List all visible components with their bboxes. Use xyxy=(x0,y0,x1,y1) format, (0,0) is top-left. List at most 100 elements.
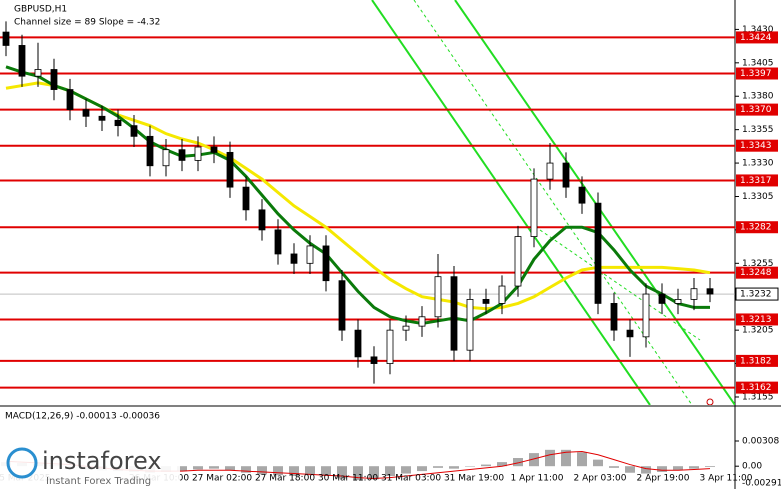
macd-tick-label: 0.00 xyxy=(742,462,762,472)
logo-icon xyxy=(6,447,38,479)
macd-tick-label: 0.00308 xyxy=(742,437,779,447)
candle-body xyxy=(322,245,330,282)
x-tick-label: 31 Mar 03:00 xyxy=(381,474,441,484)
candle-body xyxy=(594,202,602,304)
candle-body xyxy=(178,149,186,161)
level-label-box xyxy=(736,266,778,279)
macd-bar xyxy=(705,466,715,468)
candle-body xyxy=(514,236,522,287)
macd-bar xyxy=(401,466,411,474)
macd-bar xyxy=(369,466,379,480)
macd-bar xyxy=(353,466,363,481)
candle-body xyxy=(690,288,698,300)
logo-name: instaforex xyxy=(42,447,162,475)
level-label-box xyxy=(736,139,778,152)
logo-tagline: Instant Forex Trading xyxy=(46,476,151,487)
y-tick-label: 1.3205 xyxy=(742,326,774,336)
level-label: 1.3424 xyxy=(740,33,772,43)
candle-body xyxy=(274,229,282,255)
marker xyxy=(706,398,714,405)
x-tick-label: 2 Apr 03:00 xyxy=(574,474,627,484)
candle-body xyxy=(98,115,106,121)
candle-body xyxy=(450,276,458,351)
macd-bar xyxy=(513,458,523,467)
level-label-box xyxy=(736,31,778,44)
macd-bar xyxy=(673,466,683,471)
x-tick-label: 27 Mar 18:00 xyxy=(255,474,315,484)
candle-body xyxy=(402,325,410,331)
main-panel xyxy=(0,21,735,389)
candle-body xyxy=(658,293,666,304)
macd-bar xyxy=(337,466,347,479)
candle-body xyxy=(354,329,362,358)
candle-body xyxy=(482,299,490,304)
macd-tick-label: -0.00291 xyxy=(742,479,781,489)
x-tick-label: 1 Apr 11:00 xyxy=(511,474,564,484)
channel-line xyxy=(454,0,735,405)
channel-midline xyxy=(539,229,701,341)
macd-bar xyxy=(385,466,395,477)
current-price-label: 1.3232 xyxy=(740,290,772,300)
macd-bar xyxy=(577,452,587,467)
macd-bar xyxy=(305,466,315,476)
macd-bar xyxy=(209,466,219,469)
level-label: 1.3370 xyxy=(740,105,772,115)
candle-body xyxy=(498,285,506,304)
macd-bar xyxy=(465,466,475,467)
y-tick-label: 1.3330 xyxy=(742,159,774,169)
candle-body xyxy=(370,356,378,364)
macd-bar xyxy=(273,466,283,476)
level-label: 1.3213 xyxy=(740,315,772,325)
level-label: 1.3397 xyxy=(740,69,772,79)
candle-body xyxy=(18,45,26,77)
candle-body xyxy=(530,178,538,237)
macd-bar xyxy=(657,466,667,472)
macd-bar xyxy=(561,449,571,467)
x-tick-label: 27 Mar 02:00 xyxy=(192,474,252,484)
level-label: 1.3317 xyxy=(740,176,772,186)
x-tick-label: 30 Mar 11:00 xyxy=(318,474,378,484)
x-tick-label: 31 Mar 19:00 xyxy=(444,474,504,484)
macd-bar xyxy=(481,464,491,467)
candle-body xyxy=(242,186,250,211)
candle-body xyxy=(562,162,570,188)
logo-box xyxy=(0,442,180,489)
candle-body xyxy=(2,31,10,46)
y-tick-label: 1.3380 xyxy=(742,92,774,102)
macd-bar xyxy=(545,449,555,467)
candle-body xyxy=(626,329,634,338)
macd-bar xyxy=(241,466,251,473)
macd-bar xyxy=(625,466,635,473)
candle-body xyxy=(578,186,586,204)
level-label-box xyxy=(736,381,778,394)
channel-line xyxy=(371,0,651,405)
macd-bar xyxy=(257,466,267,475)
moving-average xyxy=(5,65,710,325)
candle-body xyxy=(82,109,90,117)
level-label-box xyxy=(736,221,778,234)
x-tick-label: 2 Apr 19:00 xyxy=(637,474,690,484)
macd-bar xyxy=(417,466,427,472)
macd-bar xyxy=(449,466,459,469)
chart-subtitle: Channel size = 89 Slope = -4.32 xyxy=(14,18,160,28)
y-tick-label: 1.3355 xyxy=(742,125,774,135)
macd-label: MACD(12,26,9) -0.00013 -0.00036 xyxy=(5,412,160,422)
macd-bar xyxy=(609,466,619,468)
candle-body xyxy=(418,316,426,327)
level-label-box xyxy=(736,313,778,326)
level-label: 1.3162 xyxy=(740,383,772,393)
moving-average xyxy=(5,81,711,311)
candle-body xyxy=(338,280,346,331)
y-tick-label: 1.3405 xyxy=(742,58,774,68)
macd-bar xyxy=(593,459,603,467)
level-label: 1.3343 xyxy=(740,141,772,151)
candle-body xyxy=(642,293,650,338)
candle-body xyxy=(66,89,74,111)
candle-body xyxy=(210,146,218,153)
level-label: 1.3248 xyxy=(740,268,772,278)
candle-body xyxy=(706,288,714,295)
level-label: 1.3282 xyxy=(740,223,772,233)
level-label-box xyxy=(736,67,778,80)
candle-body xyxy=(226,151,234,188)
candle-body xyxy=(434,276,442,318)
